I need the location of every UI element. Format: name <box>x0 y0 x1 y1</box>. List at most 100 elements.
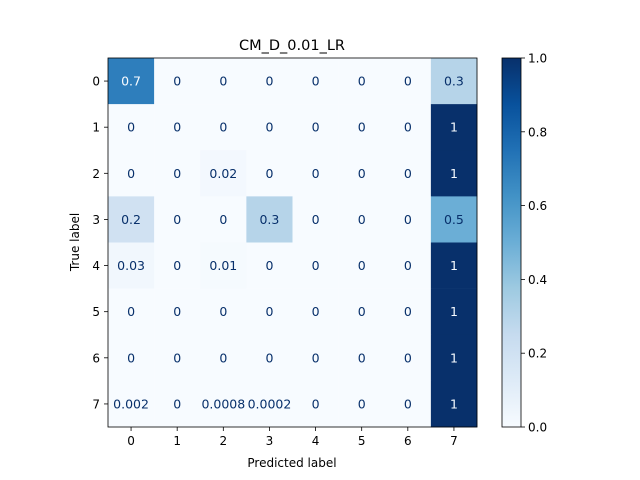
heatmap-cell <box>338 196 386 243</box>
heatmap-cell <box>384 150 432 197</box>
cell-value-label: 0 <box>404 74 412 89</box>
cell-value-label: 0 <box>173 120 181 135</box>
heatmap-cell <box>430 150 478 197</box>
cell-value-label: 0 <box>265 74 273 89</box>
heatmap-cell <box>292 334 339 382</box>
x-tick-label: 7 <box>450 434 458 448</box>
cell-value-label: 0 <box>404 212 412 227</box>
cell-value-label: 0 <box>173 350 181 365</box>
heatmap-cells <box>108 58 478 428</box>
cell-value-label: 0 <box>173 258 181 273</box>
chart-title: CM_D_0.01_LR <box>239 38 345 54</box>
heatmap-cell <box>200 58 247 105</box>
cell-value-label: 0 <box>404 350 412 365</box>
heatmap-cell <box>292 104 339 151</box>
cell-value-label: 0 <box>358 166 366 181</box>
y-tick-label: 6 <box>92 351 100 365</box>
heatmap-cell <box>384 334 432 382</box>
heatmap-cell <box>384 288 432 336</box>
heatmap-cell <box>246 334 293 382</box>
x-axis-label: Predicted label <box>247 456 336 470</box>
cell-value-label: 0.2 <box>121 212 141 227</box>
heatmap-cell <box>154 242 201 289</box>
colorbar-tick-label: 0.2 <box>528 347 547 361</box>
cell-value-label: 0 <box>127 166 135 181</box>
heatmap-cell <box>246 196 293 243</box>
heatmap-cell <box>200 104 247 151</box>
cell-value-label: 1 <box>450 120 458 135</box>
heatmap-cell <box>108 242 155 289</box>
cell-value-label: 0 <box>312 120 320 135</box>
colorbar-tick-label: 0.0 <box>528 421 547 435</box>
heatmap-cell <box>108 380 155 428</box>
cell-value-label: 0 <box>404 396 412 411</box>
heatmap-cell <box>154 58 201 105</box>
heatmap-cell <box>338 150 386 197</box>
heatmap-cell <box>384 58 432 105</box>
cell-value-label: 0.7 <box>121 74 141 89</box>
cell-value-label: 0 <box>265 166 273 181</box>
heatmap-cell <box>384 242 432 289</box>
heatmap-cell <box>108 58 155 105</box>
heatmap-cell <box>430 196 478 243</box>
heatmap-cell <box>384 196 432 243</box>
y-tick-label: 5 <box>92 305 100 319</box>
cell-value-label: 0.3 <box>444 74 464 89</box>
heatmap-cell <box>108 288 155 336</box>
cell-value-label: 1 <box>450 258 458 273</box>
cell-value-label: 0 <box>219 304 227 319</box>
cell-value-label: 0 <box>404 120 412 135</box>
y-tick-label: 0 <box>92 75 100 89</box>
cell-value-label: 0 <box>312 258 320 273</box>
heatmap-cell <box>292 288 339 336</box>
heatmap-cell <box>108 150 155 197</box>
y-tick-label: 7 <box>92 397 100 411</box>
heatmap-cell <box>246 58 293 105</box>
heatmap-cell <box>338 288 386 336</box>
heatmap-cell <box>200 150 247 197</box>
x-tick-label: 6 <box>404 434 412 448</box>
y-axis-label: True label <box>68 213 82 272</box>
x-tick-label: 1 <box>173 434 181 448</box>
heatmap-cell <box>200 334 247 382</box>
cell-value-label: 0 <box>358 258 366 273</box>
heatmap-cell <box>108 334 155 382</box>
heatmap-cell <box>292 150 339 197</box>
colorbar-tick-label: 1.0 <box>528 52 547 66</box>
cell-value-label: 0 <box>173 304 181 319</box>
heatmap-cell <box>154 288 201 336</box>
cell-value-label: 1 <box>450 304 458 319</box>
heatmap-cell <box>108 104 155 151</box>
cell-value-label: 0 <box>312 304 320 319</box>
heatmap-cell <box>200 288 247 336</box>
heatmap-cell <box>292 242 339 289</box>
heatmap-cell <box>200 242 247 289</box>
heatmap-cell-labels: 0.7 0 0 0 0 0 0 0.3 0 0 0 0 0 0 0 1 0 0 0.02 0 0 0 0 1 0.2 0 0 0.3 0… <box>113 74 464 412</box>
cell-value-label: 0 <box>265 120 273 135</box>
heatmap-cell <box>200 380 247 428</box>
cell-value-label: 0 <box>127 350 135 365</box>
cell-value-label: 0 <box>173 212 181 227</box>
cell-value-label: 0 <box>173 166 181 181</box>
cell-value-label: 0.002 <box>113 396 149 411</box>
heatmap-cell <box>338 380 386 428</box>
cell-value-label: 0.03 <box>117 258 145 273</box>
cell-value-label: 0 <box>358 74 366 89</box>
heatmap-cell <box>292 58 339 105</box>
cell-value-label: 0.0002 <box>248 396 292 411</box>
x-tick-label: 4 <box>312 434 320 448</box>
cell-value-label: 0 <box>312 350 320 365</box>
heatmap-cell <box>154 196 201 243</box>
colorbar-tick-label: 0.4 <box>528 273 547 287</box>
cell-value-label: 0.0008 <box>201 396 245 411</box>
cell-value-label: 0 <box>265 350 273 365</box>
x-tick-label: 3 <box>266 434 274 448</box>
heatmap-cell <box>154 334 201 382</box>
heatmap-cell <box>246 242 293 289</box>
cell-value-label: 0 <box>173 74 181 89</box>
x-tick-label: 2 <box>219 434 227 448</box>
cell-value-label: 0 <box>219 212 227 227</box>
heatmap-cell <box>338 104 386 151</box>
cell-value-label: 0 <box>312 212 320 227</box>
